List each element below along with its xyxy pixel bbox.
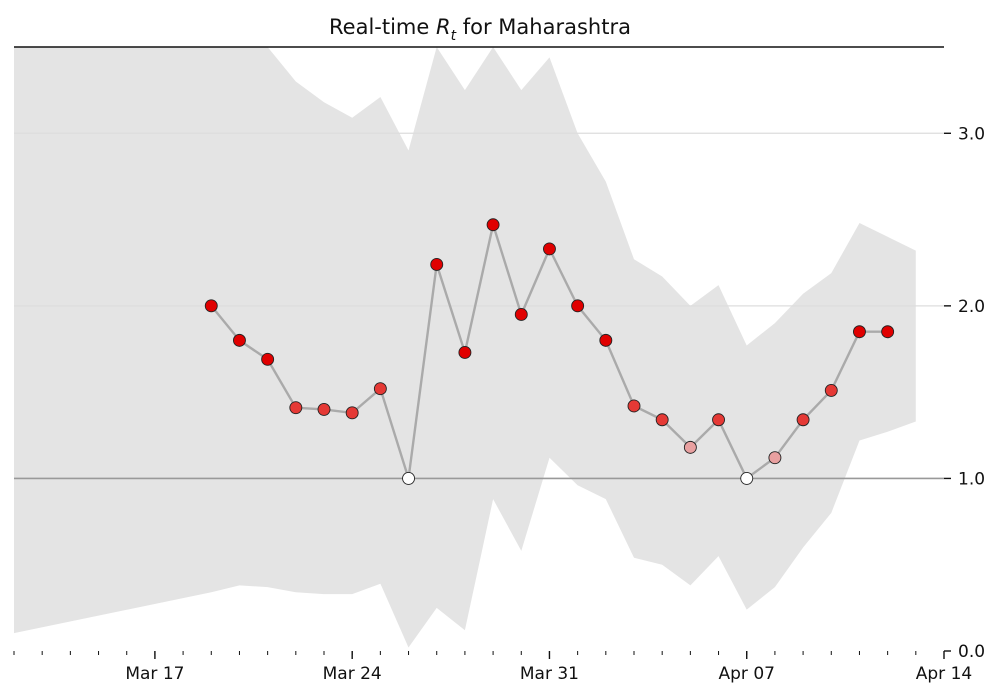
data-point xyxy=(571,299,585,313)
x-tick-label: Apr 07 xyxy=(719,664,775,684)
data-point xyxy=(289,401,303,415)
data-point xyxy=(430,257,444,271)
x-tick-label: Mar 31 xyxy=(520,664,579,684)
y-tick-label: 1.0 xyxy=(958,469,985,489)
credible-interval-band xyxy=(14,47,916,648)
data-point xyxy=(204,299,218,313)
data-point xyxy=(599,333,613,347)
data-point xyxy=(514,308,528,321)
axes: 0.0 1.0 2.0 3.0 Mar 17 Mar 24 Mar 31 Apr 07 Apr … xyxy=(13,46,985,684)
data-point xyxy=(373,382,387,396)
data-point xyxy=(824,383,838,397)
credible-interval-area xyxy=(14,47,916,648)
data-point xyxy=(627,399,641,413)
data-point xyxy=(345,406,359,420)
chart-title: Real-time Rt for Maharashtra xyxy=(329,15,631,44)
data-point xyxy=(796,413,810,427)
y-tick-label: 0.0 xyxy=(958,642,985,662)
y-tick-label: 3.0 xyxy=(958,124,985,144)
data-point xyxy=(486,218,500,232)
data-point xyxy=(261,352,275,366)
x-tick-label: Apr 14 xyxy=(916,664,972,684)
x-tick-label: Mar 24 xyxy=(323,664,382,684)
data-point xyxy=(543,242,556,256)
data-point xyxy=(712,413,725,427)
y-tick-label: 2.0 xyxy=(958,297,985,317)
data-point xyxy=(458,346,472,359)
data-point xyxy=(853,325,866,339)
data-point xyxy=(655,413,669,427)
data-point xyxy=(768,451,782,465)
data-point xyxy=(233,333,246,347)
data-point xyxy=(683,440,697,454)
rt-points xyxy=(204,218,895,485)
data-point xyxy=(402,471,415,485)
data-point xyxy=(881,325,895,339)
grid-lines xyxy=(14,132,944,480)
data-point xyxy=(740,471,754,485)
data-point xyxy=(317,402,331,416)
x-tick-label: Mar 17 xyxy=(125,664,184,684)
